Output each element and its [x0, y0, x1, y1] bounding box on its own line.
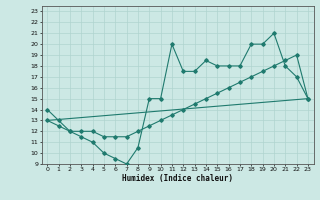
X-axis label: Humidex (Indice chaleur): Humidex (Indice chaleur): [122, 174, 233, 183]
